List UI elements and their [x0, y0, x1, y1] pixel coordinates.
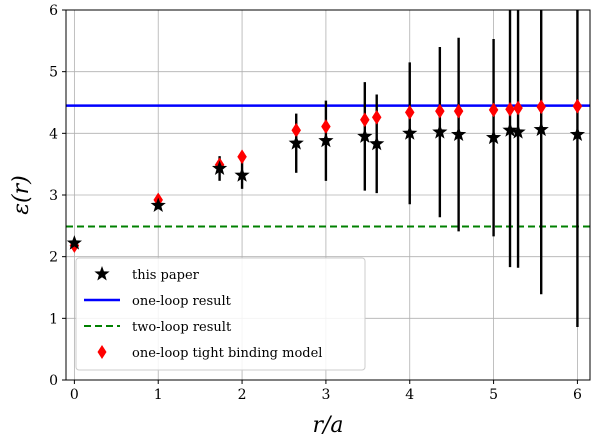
y-tick-label: 3 [49, 188, 58, 204]
tight-binding-point [371, 109, 382, 125]
legend-label: one-loop result [132, 294, 232, 309]
this-paper-point [357, 128, 373, 143]
legend-star-marker [94, 266, 110, 281]
tight-binding-point [435, 103, 445, 119]
legend-box [75, 257, 366, 371]
tight-binding-point [453, 103, 464, 119]
tight-binding-point [505, 101, 515, 117]
legend-diamond-marker [97, 345, 107, 359]
this-paper-point [485, 129, 502, 145]
y-axis-label: ε(r) [9, 175, 34, 215]
this-paper-point [569, 126, 586, 142]
series-layer [66, 10, 590, 327]
this-paper-point [66, 235, 82, 250]
tight-binding-point [360, 112, 370, 128]
this-paper-point [369, 135, 385, 151]
this-paper-point [451, 126, 467, 142]
x-tick-label: 6 [573, 387, 582, 403]
y-tick-label: 1 [49, 311, 58, 327]
tight-binding-point [572, 98, 583, 114]
x-tick-label: 5 [489, 387, 498, 403]
this-paper-point [432, 124, 448, 139]
ticks: 0 1 2 3 4 5 6 0 1 2 3 4 5 6 [49, 3, 582, 403]
tight-binding-point [404, 104, 415, 120]
this-paper-point [234, 167, 250, 182]
y-tick-label: 5 [49, 65, 58, 81]
tight-binding-point [237, 149, 247, 165]
tight-binding-point [536, 99, 547, 115]
this-paper-point [150, 197, 166, 212]
y-tick-label: 0 [49, 373, 58, 389]
this-paper-point [318, 132, 334, 148]
y-tick-label: 4 [49, 126, 58, 142]
legend-label: this paper [132, 268, 200, 283]
this-paper-point [211, 160, 228, 175]
this-paper-point [510, 124, 526, 139]
x-tick-label: 2 [238, 387, 247, 403]
legend-label: one-loop tight binding model [132, 346, 322, 361]
this-paper-point [402, 125, 418, 140]
x-axis-label: r/a [312, 413, 343, 438]
legend-label: two-loop result [132, 320, 232, 335]
this-paper-point [288, 135, 304, 150]
tight-binding-point [488, 102, 499, 118]
tight-binding-point [513, 100, 523, 116]
x-tick-label: 0 [70, 387, 79, 403]
y-tick-label: 2 [49, 250, 58, 266]
x-tick-label: 1 [154, 387, 163, 403]
this-paper-point [533, 121, 549, 137]
y-tick-label: 6 [49, 3, 58, 19]
legend: this paper one-loop result two-loop result… [75, 257, 366, 371]
x-tick-label: 4 [405, 387, 414, 403]
x-tick-label: 3 [321, 387, 330, 403]
this-paper-point [502, 122, 518, 137]
